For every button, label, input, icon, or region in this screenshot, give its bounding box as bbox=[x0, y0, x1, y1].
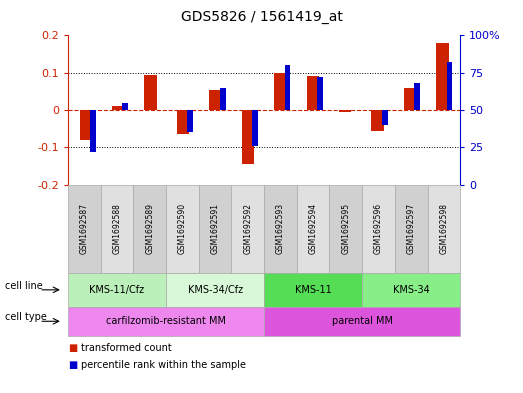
Bar bbox=[414, 83, 420, 110]
Bar bbox=[404, 88, 416, 110]
Text: KMS-11: KMS-11 bbox=[295, 285, 332, 295]
Bar bbox=[144, 75, 157, 110]
Text: parental MM: parental MM bbox=[332, 316, 393, 326]
Bar bbox=[209, 90, 222, 110]
Text: cell line: cell line bbox=[5, 281, 43, 291]
Text: GSM1692597: GSM1692597 bbox=[407, 203, 416, 255]
Text: KMS-11/Cfz: KMS-11/Cfz bbox=[89, 285, 144, 295]
Bar bbox=[317, 77, 323, 110]
Text: carfilzomib-resistant MM: carfilzomib-resistant MM bbox=[106, 316, 226, 326]
Text: cell type: cell type bbox=[5, 312, 47, 322]
Text: GDS5826 / 1561419_at: GDS5826 / 1561419_at bbox=[180, 10, 343, 24]
Text: KMS-34: KMS-34 bbox=[393, 285, 429, 295]
Text: ■: ■ bbox=[68, 343, 77, 353]
Bar bbox=[177, 110, 189, 134]
Text: GSM1692587: GSM1692587 bbox=[80, 204, 89, 254]
Bar bbox=[371, 110, 384, 130]
Bar bbox=[436, 43, 449, 110]
Text: GSM1692589: GSM1692589 bbox=[145, 204, 154, 254]
Bar bbox=[285, 65, 290, 110]
Text: GSM1692590: GSM1692590 bbox=[178, 203, 187, 255]
Bar bbox=[274, 73, 287, 110]
Text: transformed count: transformed count bbox=[81, 343, 172, 353]
Text: KMS-34/Cfz: KMS-34/Cfz bbox=[188, 285, 243, 295]
Bar bbox=[339, 110, 351, 112]
Bar bbox=[220, 88, 225, 110]
Bar bbox=[90, 110, 96, 152]
Text: GSM1692593: GSM1692593 bbox=[276, 203, 285, 255]
Text: GSM1692594: GSM1692594 bbox=[309, 203, 317, 255]
Text: GSM1692596: GSM1692596 bbox=[374, 203, 383, 255]
Text: GSM1692591: GSM1692591 bbox=[211, 204, 220, 254]
Bar bbox=[252, 110, 258, 146]
Text: GSM1692595: GSM1692595 bbox=[342, 203, 350, 255]
Bar bbox=[382, 110, 388, 125]
Bar bbox=[447, 62, 452, 110]
Bar bbox=[242, 110, 254, 164]
Text: ■: ■ bbox=[68, 360, 77, 371]
Text: percentile rank within the sample: percentile rank within the sample bbox=[81, 360, 246, 371]
Bar bbox=[187, 110, 193, 132]
Bar bbox=[112, 106, 124, 110]
Text: GSM1692592: GSM1692592 bbox=[243, 204, 252, 254]
Text: GSM1692588: GSM1692588 bbox=[112, 204, 121, 254]
Text: GSM1692598: GSM1692598 bbox=[439, 204, 448, 254]
Bar bbox=[79, 110, 92, 140]
Bar bbox=[306, 76, 319, 110]
Bar bbox=[122, 103, 128, 110]
